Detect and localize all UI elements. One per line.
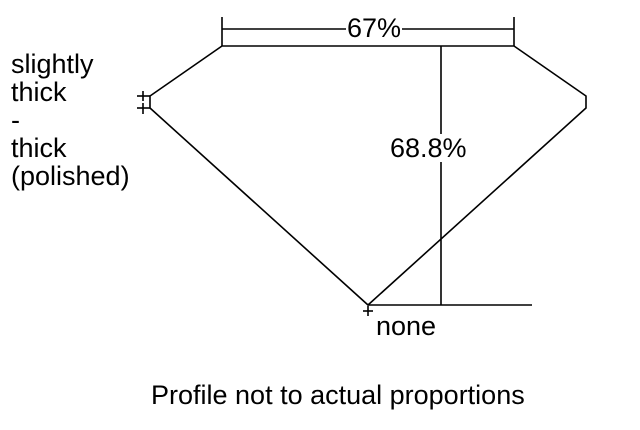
gem-outline	[149, 45, 587, 307]
girdle-label-line: slightly	[11, 49, 94, 79]
girdle-label-line: thick	[11, 77, 67, 107]
girdle-label-line: (polished)	[11, 161, 130, 191]
girdle-label-line: -	[11, 105, 20, 135]
depth-percent-label: 68.8%	[390, 133, 467, 163]
girdle-label-line: thick	[11, 133, 67, 163]
girdle-label: slightly thick - thick (polished)	[11, 50, 130, 190]
caption: Profile not to actual proportions	[151, 380, 525, 410]
culet-label: none	[376, 311, 437, 341]
table-percent-label: 67%	[346, 13, 403, 43]
